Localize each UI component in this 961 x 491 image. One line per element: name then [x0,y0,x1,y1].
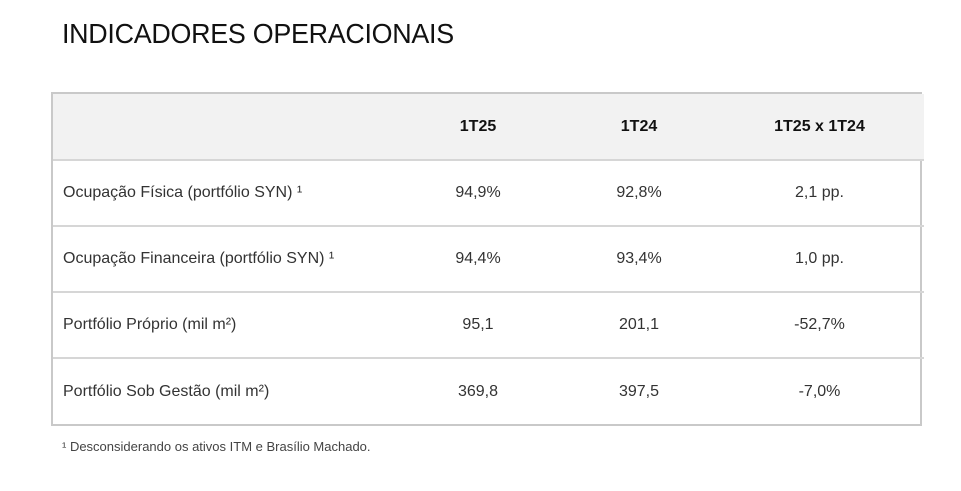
cell-1t24: 201,1 [618,316,660,333]
header-empty [53,94,393,160]
table-row: Portfólio Sob Gestão (mil m²) 369,8 397,… [53,358,924,424]
indicators-table: 1T25 1T24 1T25 x 1T24 Ocupação Física (p… [53,94,924,424]
row-label: Ocupação Financeira (portfólio SYN) ¹ [63,250,335,267]
cell-variation: -7,0% [798,382,841,400]
cell-variation: -52,7% [794,316,845,333]
row-label: Portfólio Sob Gestão (mil m²) [63,382,270,400]
header-variation: 1T25 x 1T24 [774,117,865,135]
table-row: Ocupação Física (portfólio SYN) ¹ 94,9% … [53,160,924,226]
cell-variation: 1,0 pp. [795,250,844,267]
indicators-table-container: 1T25 1T24 1T25 x 1T24 Ocupação Física (p… [51,92,924,426]
cell-1t24: 397,5 [618,382,660,400]
footnote: ¹ Desconsiderando os ativos ITM e Brasíl… [62,439,371,454]
cell-1t25: 369,8 [457,382,499,400]
table-header-row: 1T25 1T24 1T25 x 1T24 [53,94,924,160]
page-title: INDICADORES OPERACIONAIS [62,18,454,49]
row-label: Portfólio Próprio (mil m²) [63,316,237,333]
header-1t25: 1T25 [459,117,497,135]
cell-1t25: 94,4% [455,250,501,267]
table-row: Ocupação Financeira (portfólio SYN) ¹ 94… [53,226,924,292]
header-1t24: 1T24 [620,117,658,135]
cell-1t24: 92,8% [616,184,662,201]
row-label: Ocupação Física (portfólio SYN) ¹ [63,184,303,201]
cell-1t25: 95,1 [462,316,494,333]
cell-1t25: 94,9% [455,184,501,201]
cell-variation: 2,1 pp. [795,184,844,201]
table-row: Portfólio Próprio (mil m²) 95,1 201,1 -5… [53,292,924,358]
cell-1t24: 93,4% [616,250,662,267]
